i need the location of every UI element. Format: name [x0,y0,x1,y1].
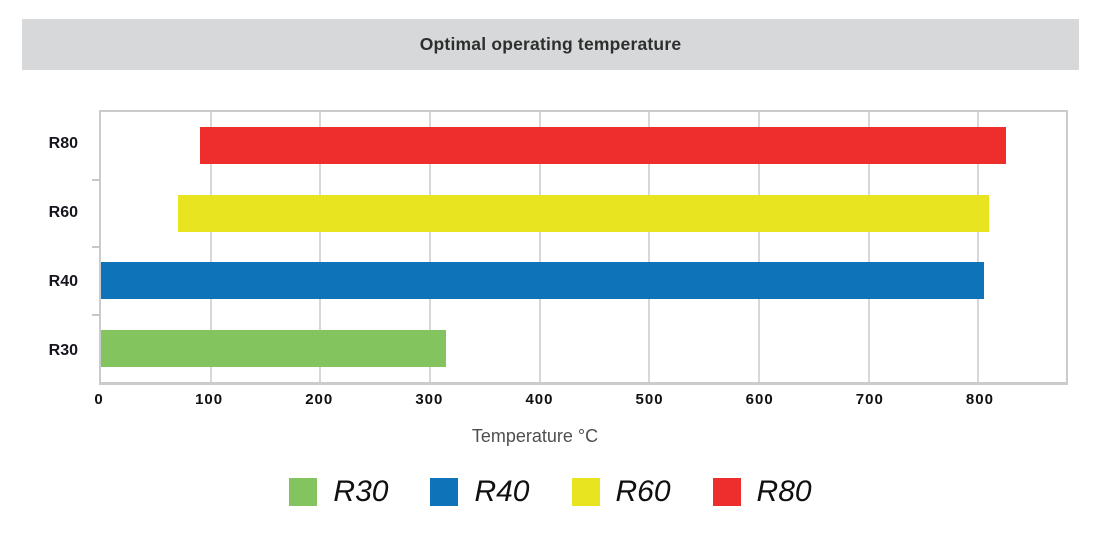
gridline-500 [648,112,651,382]
y-axis-labels: R80 R60 R40 R30 [0,110,88,385]
legend-item-r40: R40 [430,475,530,509]
gridline-400 [538,112,541,382]
bar-r80 [199,127,1006,165]
x-axis-title: Temperature °C [471,426,599,446]
bar-r30 [101,329,447,367]
x-tick-label-700: 700 [855,391,884,408]
legend-swatch-r40 [430,478,459,506]
gridline-700 [867,112,870,382]
y-axis-tick-mark [92,313,99,316]
bar-r40 [101,262,984,300]
x-tick-label-600: 600 [745,391,774,408]
legend-item-r80: R80 [712,475,812,509]
x-tick-label-400: 400 [525,391,554,408]
gridline-600 [757,112,760,382]
legend-swatch-r30 [289,478,318,506]
chart-legend: R30 R40 R60 R80 [0,468,1101,516]
bar-r60 [177,194,990,232]
y-axis-tick-mark [92,246,99,248]
x-tick-label-300: 300 [415,391,444,408]
gridline-300 [428,112,431,382]
y-axis-label-r30: R30 [48,341,78,359]
gridline-200 [319,112,322,382]
plot-area [92,110,1068,385]
legend-swatch-r80 [712,478,741,506]
y-axis-label-r40: R40 [48,272,78,290]
gridline-800 [977,112,980,382]
chart-title: Optimal operating temperature [419,34,682,54]
x-tick-label-200: 200 [305,391,334,408]
legend-label-r30: R30 [333,475,389,508]
legend-label-r60: R60 [615,475,671,508]
gridline-100 [209,112,212,382]
y-axis-tick-mark [92,178,99,181]
y-axis-label-r80: R80 [48,135,78,153]
x-tick-label-800: 800 [965,391,994,408]
legend-swatch-r60 [571,478,600,506]
x-axis-ticks: 0 100 200 300 400 500 600 700 800 [94,391,1068,411]
legend-item-r60: R60 [571,475,671,509]
x-tick-label-500: 500 [635,391,664,408]
legend-label-r80: R80 [756,475,812,508]
x-tick-label-0: 0 [94,391,104,408]
y-axis-label-r60: R60 [48,204,78,222]
chart-title-bar: Optimal operating temperature [22,19,1079,70]
x-tick-label-100: 100 [195,391,224,408]
legend-item-r30: R30 [289,475,388,509]
legend-label-r40: R40 [474,475,530,508]
